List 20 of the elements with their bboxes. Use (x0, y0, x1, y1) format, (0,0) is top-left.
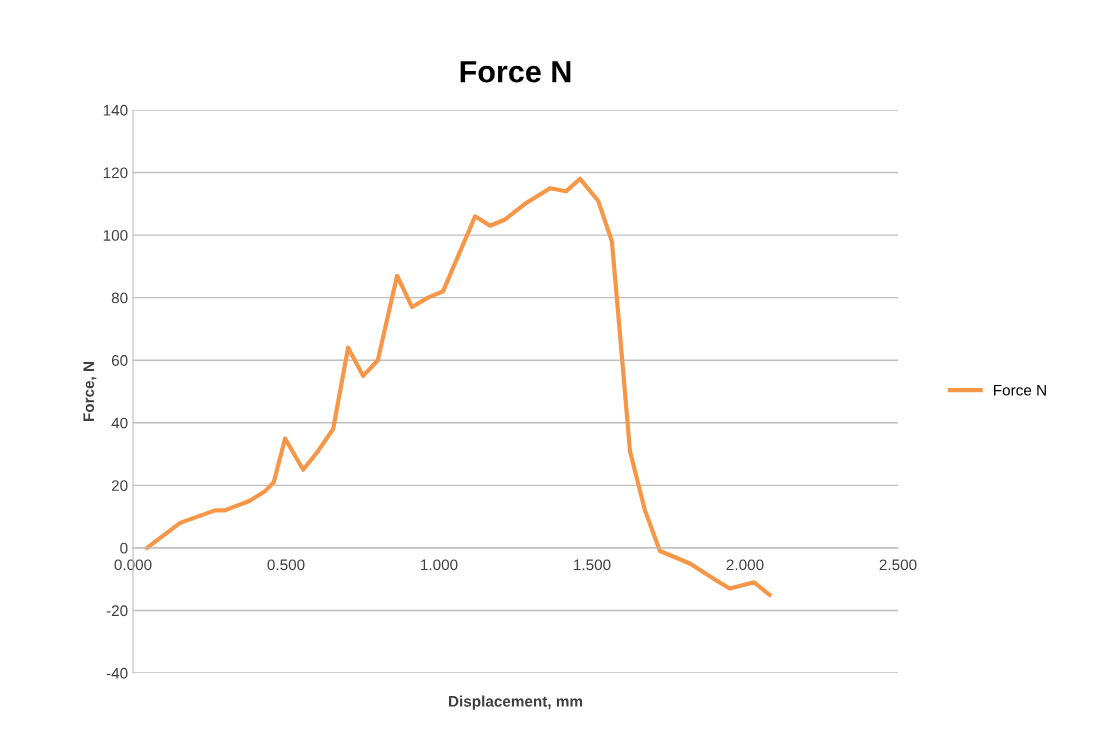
y-tick-label: 100 (103, 229, 128, 241)
y-tick-label: 140 (103, 104, 128, 116)
x-tick-label: 2.000 (726, 559, 764, 571)
x-tick-label: 2.500 (879, 559, 917, 571)
x-tick-label: 0.000 (114, 559, 152, 571)
y-tick-label: 20 (111, 480, 128, 492)
chart-title: Force N (460, 61, 571, 83)
y-tick-label: -20 (106, 605, 128, 617)
x-tick-label: 1.000 (421, 559, 458, 571)
y-tick-label: 0 (120, 542, 128, 554)
y-tick-label: 80 (111, 292, 128, 304)
y-tick-label: 60 (111, 355, 128, 366)
y-axis-title: Force, N (83, 361, 97, 422)
x-axis-title: Displacement, mm (449, 695, 583, 710)
y-tick-label: 40 (111, 417, 128, 429)
y-tick-label: 120 (103, 167, 128, 179)
x-tick-label: 0.500 (267, 559, 305, 571)
legend-label: Force N (994, 384, 1046, 396)
y-tick-label: -40 (106, 667, 128, 679)
x-tick-label: 1.500 (574, 559, 611, 571)
